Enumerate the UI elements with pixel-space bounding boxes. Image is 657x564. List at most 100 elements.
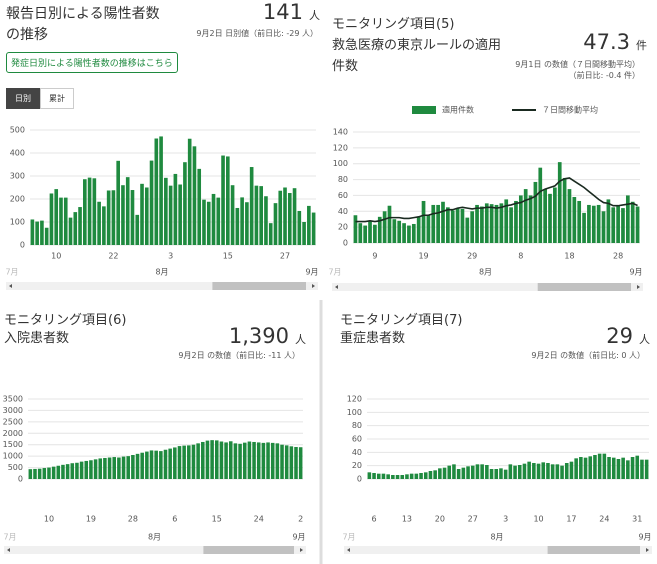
headline-unit: 人 [309,9,320,22]
x-tick-label: 29 [467,252,477,261]
bar [35,221,39,245]
bar [372,473,376,479]
bar [373,224,377,243]
bar [249,167,254,245]
bar [228,441,233,479]
bar [503,469,508,479]
y-tick-label: 1000 [3,452,23,461]
bar [395,475,400,479]
bar [461,467,466,479]
bar [47,467,51,479]
month-label: 7月 [3,533,16,542]
line [355,177,638,223]
note: 9月2日 の数値（前日比: -11 人） [178,351,300,360]
scroll-arrow [347,548,350,552]
x-tick-label: 28 [613,252,623,261]
bar [377,216,382,243]
bar [518,195,523,243]
bar [480,464,484,479]
toggle-option[interactable]: 日別 [6,88,40,109]
bar [513,465,517,479]
bar [358,223,363,243]
bar [504,199,509,243]
bar [49,193,54,245]
bar [572,197,577,243]
note: 9月1日 の数値（７日間移動平均） [515,60,640,69]
link-button[interactable]: 発症日別による陽性者数の推移はこちら [6,52,178,73]
bar [242,442,247,479]
x-tick-label: 8 [518,252,523,261]
y-tick-label: 500 [10,126,25,135]
bar [287,193,292,245]
bar [247,441,252,479]
x-tick-label: 24 [599,515,609,524]
bar [419,473,423,479]
bar [423,472,428,479]
bar [470,211,475,243]
bar [270,442,275,479]
bar [611,207,616,243]
bar [68,217,73,245]
bar [564,463,569,479]
x-tick-label: 18 [564,252,574,261]
legend-label: ７日間移動平均 [542,105,598,115]
scroll-arrow [312,284,315,288]
bar [460,208,465,243]
y-tick-label: 40 [338,207,348,216]
bar [154,138,159,245]
bar [376,473,381,479]
bar [514,200,518,243]
bar [238,443,242,479]
bar [452,464,456,479]
y-tick-label: 60 [338,191,348,200]
bar [587,204,591,243]
y-tick-label: 500 [8,463,23,472]
headline-value: 29 [606,324,633,348]
toggle: 日別 累計 [6,86,74,109]
bar [475,464,480,479]
bar [532,463,536,479]
bar [191,444,196,479]
bar [414,473,419,479]
note: 9月2日 日別値（前日比: -29 人） [196,29,318,38]
bar [557,162,562,243]
panel-title: 救急医療の東京ルールの適用件数 [332,38,502,74]
bar [621,208,625,243]
bar [103,457,107,479]
x-tick-label: 2 [298,515,303,524]
bar [391,475,395,479]
scroll-thumb [537,283,631,291]
bar [640,459,644,479]
bar [368,221,372,243]
bar [562,177,567,243]
headline-unit: 人 [639,333,650,346]
bar [173,173,178,245]
bar [484,203,489,243]
bar [428,471,433,479]
bar [400,475,405,479]
bar [574,458,578,479]
bar [475,204,479,243]
toggle-option[interactable]: 累計 [40,88,74,109]
bar [140,183,144,245]
bar [63,197,68,245]
headline-value: 47.3 [583,30,630,54]
bar [302,222,306,245]
bar [577,200,582,243]
bar [116,160,120,245]
bar [240,197,244,245]
scroll-arrow [335,285,338,289]
bar [235,207,240,245]
bar [442,467,447,479]
bar [163,449,168,479]
bar [211,193,216,245]
bar [294,446,298,479]
bar [543,189,547,243]
panel-subtitle: モニタリング項目(5) [332,17,455,32]
bar [226,156,230,245]
y-tick-label: 100 [347,408,362,417]
month-label: 8月 [490,533,503,542]
bar [59,197,63,245]
bar [130,190,135,245]
